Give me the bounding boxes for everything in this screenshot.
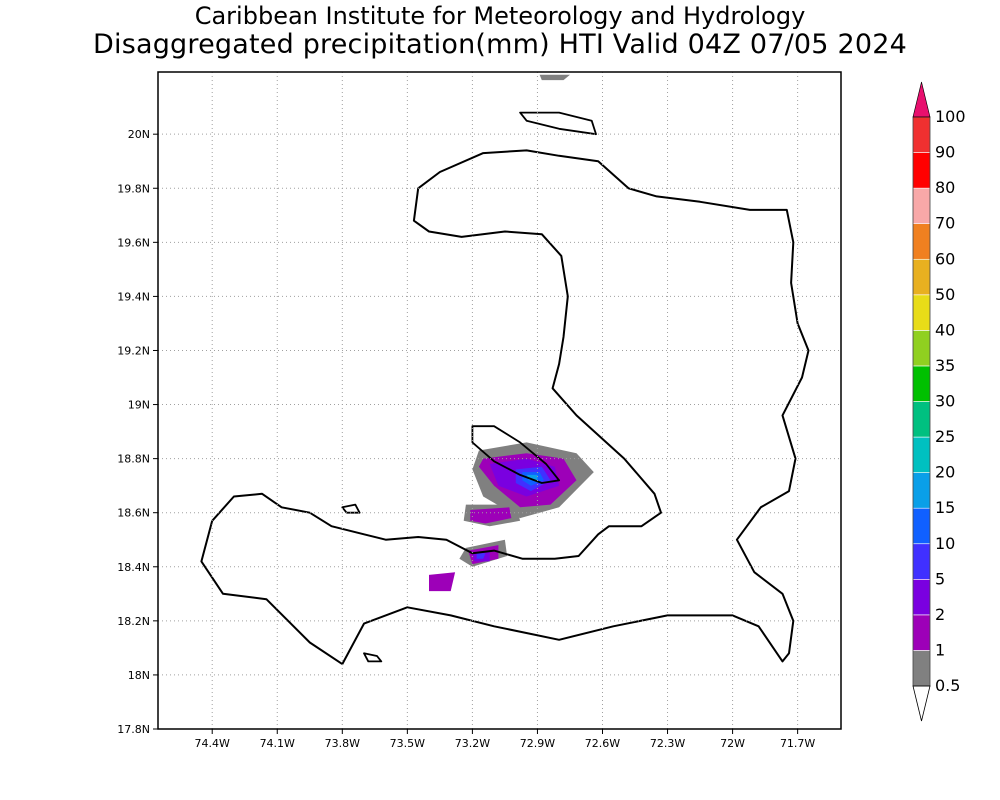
lat-tick-label: 18.6N [117, 507, 150, 520]
colorbar-swatch-50 [912, 294, 931, 331]
lon-tick-label: 72.6W [585, 737, 620, 750]
lat-tick-label: 17.8N [117, 723, 150, 736]
lon-tick-label: 71.7W [780, 737, 815, 750]
precip-area-1mm-3 [539, 74, 570, 81]
colorbar-swatch-2 [912, 614, 931, 651]
lon-tick-label: 74.4W [195, 737, 230, 750]
precip-area-2mm-5 [470, 507, 512, 524]
colorbar-swatch-20 [912, 472, 931, 509]
colorbar-swatch-15 [912, 507, 931, 545]
lon-tick-label: 72.9W [520, 737, 555, 750]
colorbar-swatch-70 [912, 223, 931, 260]
colorbar-label-10: 10 [935, 534, 955, 553]
precip-area-10mm-11 [476, 553, 486, 559]
colorbar-swatch-10 [912, 543, 931, 580]
grid-layer [158, 72, 841, 729]
colorbar-label-60: 60 [935, 249, 955, 268]
lat-tick-label: 19.8N [117, 182, 150, 195]
colorbar-label-0.5: 0.5 [935, 676, 960, 695]
coastline-1 [471, 425, 560, 484]
colorbar-label-40: 40 [935, 320, 955, 339]
colorbar-label-30: 30 [935, 392, 955, 411]
lat-tick-label: 18.2N [117, 615, 150, 628]
lat-tick-label: 19.6N [117, 236, 150, 249]
lon-tick-label: 72W [720, 737, 745, 750]
coastline-0 [200, 149, 810, 666]
colorbar-label-1: 1 [935, 640, 945, 659]
title-line-1: Caribbean Institute for Meteorology and … [194, 2, 806, 30]
colorbar-swatch-5 [912, 579, 931, 616]
colorbar-swatch-30 [912, 401, 931, 438]
colorbar-swatch-80 [912, 187, 931, 224]
land-layer [200, 111, 810, 666]
colorbar-label-100: 100 [935, 107, 966, 126]
colorbar-swatch-100 [912, 116, 931, 153]
coastline-4 [341, 503, 361, 514]
lon-tick-label: 74.1W [260, 737, 295, 750]
lon-tick-label: 73.5W [390, 737, 425, 750]
coastline-2 [519, 111, 597, 136]
lat-tick-label: 18.8N [117, 453, 150, 466]
lat-tick-label: 18N [128, 669, 150, 682]
colorbar-swatch-25 [912, 436, 931, 473]
colorbar-top-arrow [912, 81, 931, 118]
precip-area-2mm-7 [429, 572, 456, 592]
colorbar-swatch-40 [912, 330, 931, 367]
lat-tick-label: 19.2N [117, 344, 150, 357]
title-line-2: Disaggregated precipitation(mm) HTI Vali… [93, 29, 907, 60]
lat-tick-label: 18.4N [117, 561, 150, 574]
colorbar-label-90: 90 [935, 143, 955, 162]
coastline-3 [363, 652, 383, 663]
lon-tick-label: 73.2W [455, 737, 490, 750]
colorbar-outline [912, 116, 931, 687]
lat-tick-label: 19N [128, 399, 150, 412]
lat-axis-labels: 20N 19.8N 19.6N 19.4N 19.2N 19N 18.8N 18.6N 18.4… [117, 128, 158, 736]
colorbar-swatch-90 [912, 152, 931, 189]
lon-tick-label: 73.8W [325, 737, 360, 750]
colorbar-label-5: 5 [935, 569, 945, 588]
colorbar-bottom-arrow [912, 685, 931, 722]
colorbar-label-20: 20 [935, 463, 955, 482]
colorbar-label-50: 50 [935, 285, 955, 304]
lat-tick-label: 19.4N [117, 290, 150, 303]
colorbar-label-80: 80 [935, 178, 955, 197]
lon-tick-label: 72.3W [650, 737, 685, 750]
colorbar-swatch-1 [912, 650, 931, 687]
lon-axis-labels: 74.4W 74.1W 73.8W 73.5W 73.2W 72.9W 72.6W 72.3W… [195, 729, 815, 750]
colorbar-label-15: 15 [935, 498, 955, 517]
colorbar-swatch-60 [912, 258, 931, 296]
colorbar-label-70: 70 [935, 214, 955, 233]
colorbar-swatch-35 [912, 365, 931, 402]
colorbar-label-35: 35 [935, 356, 955, 375]
title-block: Caribbean Institute for Meteorology and … [0, 2, 1000, 60]
colorbar-label-25: 25 [935, 427, 955, 446]
map-frame [157, 71, 842, 730]
lat-tick-label: 20N [128, 128, 150, 141]
colorbar-label-2: 2 [935, 605, 945, 624]
